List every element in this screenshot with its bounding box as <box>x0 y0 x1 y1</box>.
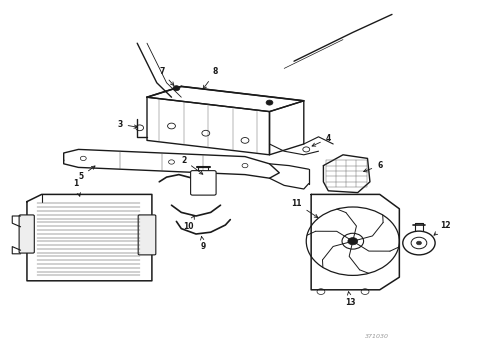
Text: 12: 12 <box>434 220 451 235</box>
Circle shape <box>173 86 180 91</box>
Text: 13: 13 <box>345 292 356 307</box>
Circle shape <box>348 238 358 245</box>
Text: 2: 2 <box>181 156 203 174</box>
Text: 371030: 371030 <box>366 334 389 339</box>
Text: 1: 1 <box>74 179 80 196</box>
Text: 4: 4 <box>312 134 331 146</box>
Text: 3: 3 <box>118 120 138 129</box>
FancyBboxPatch shape <box>191 171 216 195</box>
Text: 11: 11 <box>291 199 318 217</box>
Circle shape <box>266 100 273 105</box>
Text: 8: 8 <box>203 68 218 89</box>
Text: 7: 7 <box>159 68 174 85</box>
FancyBboxPatch shape <box>138 215 156 255</box>
Text: 5: 5 <box>78 166 95 181</box>
Circle shape <box>416 241 421 245</box>
Text: 9: 9 <box>200 237 206 251</box>
Text: 10: 10 <box>183 216 195 231</box>
Text: 6: 6 <box>364 161 382 172</box>
FancyBboxPatch shape <box>19 215 34 253</box>
